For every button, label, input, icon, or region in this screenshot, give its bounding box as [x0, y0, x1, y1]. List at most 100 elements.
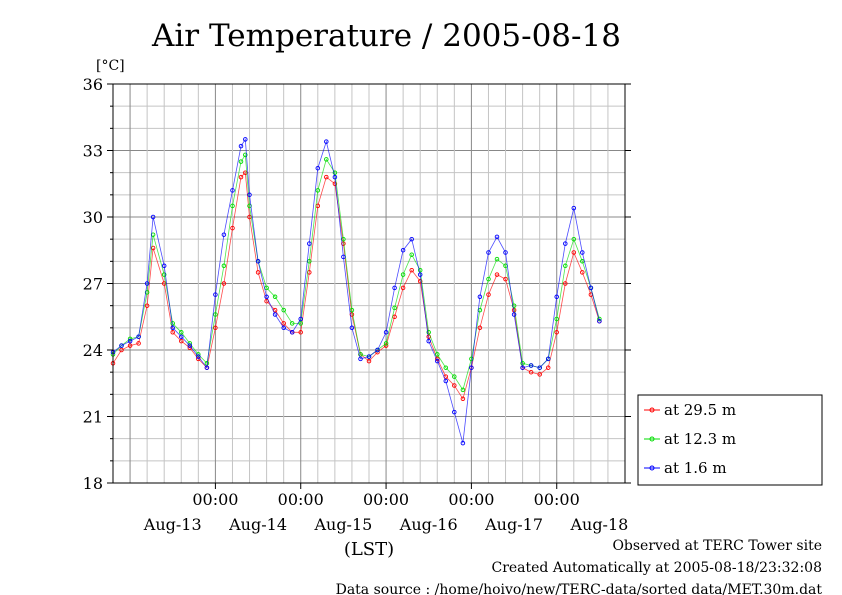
x-date-label: Aug-14 [228, 515, 287, 534]
data-point [238, 174, 244, 180]
data-point [571, 250, 577, 255]
data-point [554, 294, 559, 300]
data-point [170, 330, 175, 335]
data-point [554, 330, 559, 335]
data-point [452, 374, 457, 379]
data-point [150, 245, 156, 251]
y-tick-label: 30 [83, 208, 103, 227]
data-point [554, 316, 559, 322]
data-point [341, 254, 346, 260]
data-point [571, 236, 577, 242]
data-point [150, 214, 156, 220]
data-point [332, 174, 338, 180]
data-point [136, 341, 141, 346]
data-point [298, 330, 303, 335]
x-tick-label: 00:00 [363, 490, 409, 509]
data-point [486, 292, 491, 297]
y-tick-label: 21 [83, 408, 103, 427]
data-point [400, 272, 406, 277]
series-line [112, 138, 600, 444]
data-point [119, 347, 124, 353]
data-point [477, 325, 483, 331]
footer-site: Observed at TERC Tower site [612, 538, 822, 554]
data-point [503, 276, 508, 282]
legend-marker [649, 465, 655, 471]
data-point [469, 356, 474, 362]
data-point [358, 352, 363, 357]
data-point [221, 263, 227, 269]
data-point [528, 363, 534, 368]
legend-label: at 12.3 m [664, 430, 736, 448]
data-point [503, 250, 508, 255]
data-point [511, 303, 517, 308]
legend-marker [649, 436, 655, 442]
data-point [281, 307, 286, 313]
data-point [238, 143, 244, 149]
data-point [358, 356, 363, 362]
footer-created: Created Automatically at 2005-08-18/23:3… [491, 560, 822, 576]
data-point [238, 159, 244, 164]
data-point [298, 316, 303, 322]
x-tick-label: 00:00 [192, 490, 238, 509]
data-point [563, 241, 568, 246]
data-point [170, 325, 175, 331]
data-point [196, 354, 201, 359]
data-point [537, 372, 542, 377]
data-point [383, 330, 389, 335]
data-point [460, 387, 466, 393]
data-point [315, 188, 321, 193]
data-point [144, 303, 150, 308]
data-point [315, 165, 321, 171]
data-point [537, 365, 542, 370]
data-point [213, 312, 218, 317]
legend: at 29.5 m at 12.3 m at 1.6 m [637, 394, 823, 486]
x-tick-label: 00:00 [534, 490, 580, 509]
data-point [272, 312, 278, 317]
x-date-label: Aug-16 [399, 515, 458, 534]
legend-marker [649, 407, 655, 413]
x-date-label: Aug-17 [484, 515, 543, 534]
x-date-label: Aug-18 [569, 515, 628, 534]
data-point [580, 270, 585, 275]
data-point [597, 318, 602, 324]
data-point [289, 330, 295, 335]
data-point [460, 396, 466, 402]
y-tick-label: 18 [83, 474, 103, 493]
legend-box [637, 394, 823, 486]
data-point [255, 270, 261, 275]
data-point [494, 234, 500, 240]
data-point [417, 272, 423, 277]
data-point [375, 347, 380, 353]
data-point [127, 343, 133, 348]
data-point [486, 250, 491, 255]
data-point [332, 170, 338, 175]
data-point [469, 365, 474, 370]
x-tick-label: 00:00 [448, 490, 494, 509]
data-point [264, 294, 269, 300]
x-tick-label: 00:00 [278, 490, 324, 509]
series-lines [110, 137, 602, 446]
data-point [520, 365, 525, 370]
series-line [112, 171, 600, 400]
data-point [366, 358, 372, 364]
data-point [545, 365, 551, 370]
data-point [230, 203, 235, 209]
data-point [443, 378, 449, 384]
x-date-label: Aug-13 [143, 515, 202, 534]
data-point [324, 139, 329, 144]
data-point [230, 225, 235, 231]
data-point [426, 338, 431, 344]
data-point [452, 409, 457, 415]
data-point [247, 192, 252, 198]
axes: 18 21 24 27 30 33 36 00:00 00:00 00:00 00:00 00:00 A… [83, 75, 631, 534]
data-point [281, 321, 286, 326]
data-point [366, 354, 372, 359]
data-point [349, 325, 355, 331]
data-point [179, 334, 184, 339]
data-point [545, 356, 551, 362]
data-point [571, 205, 577, 211]
legend-label: at 1.6 m [664, 459, 727, 477]
y-tick-label: 27 [83, 275, 103, 294]
data-point [563, 281, 568, 286]
chart-title: Air Temperature / 2005-08-18 [151, 18, 621, 54]
